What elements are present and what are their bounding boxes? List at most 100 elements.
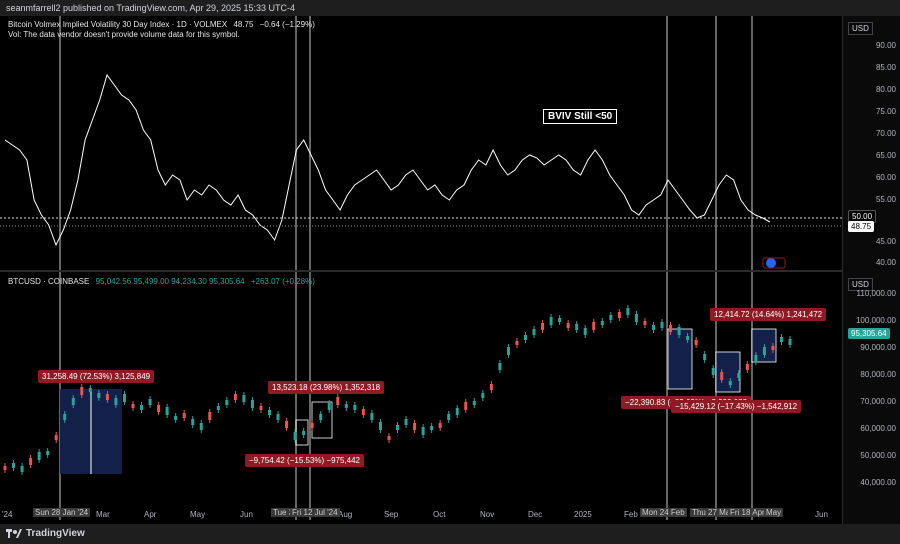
candle-body <box>327 403 331 410</box>
candle-body <box>720 372 724 380</box>
candle-body <box>157 405 161 412</box>
pane-separator[interactable] <box>0 270 842 272</box>
candle-body <box>600 321 604 325</box>
candle-body <box>259 406 263 410</box>
candle-body <box>430 426 434 430</box>
x-tick: Feb <box>624 510 638 519</box>
candle-body <box>319 414 323 420</box>
volmex-change: −0.64 (−1.29%) <box>259 20 315 29</box>
candle-body <box>54 435 58 440</box>
candle-body <box>421 427 425 435</box>
volmex-last: 48.75 <box>233 20 254 29</box>
btc-change: +263.07 (+0.28%) <box>250 277 315 286</box>
candle-body <box>293 432 297 440</box>
candle-body <box>71 398 75 405</box>
candle-body <box>771 346 775 350</box>
y-tick: 70,000.00 <box>860 397 896 406</box>
range-annotation[interactable]: 12,414.72 (14.64%) 1,241,472 <box>710 308 827 321</box>
y-tick: 60,000.00 <box>860 424 896 433</box>
y-tick: 70.00 <box>875 129 896 138</box>
candle-body <box>216 406 220 410</box>
candle-body <box>131 404 135 408</box>
range-annotation[interactable]: 31,258.49 (72.53%) 3,125,849 <box>38 370 155 383</box>
candle-body <box>643 321 647 325</box>
candle-body <box>626 308 630 315</box>
range-annotation[interactable]: −9,754.42 (−15.53%) −975,442 <box>245 454 364 467</box>
bviv-annotation[interactable]: BVIV Still <50 <box>543 109 618 124</box>
volatility-line <box>4 73 771 247</box>
indicator-icon <box>766 258 776 268</box>
published-header: seanmfarrell2 published on TradingView.c… <box>0 0 900 16</box>
candle-body <box>489 384 493 390</box>
candle-body <box>686 336 690 340</box>
bottom-currency-label[interactable]: USD <box>848 278 873 291</box>
candle-body <box>199 423 203 430</box>
candle-body <box>464 402 468 410</box>
y-tick: 85.00 <box>875 63 896 72</box>
candle-body <box>105 394 109 400</box>
candle-body <box>515 341 519 345</box>
candle-body <box>191 419 195 425</box>
y-tick: 80.00 <box>875 85 896 94</box>
candle-body <box>447 414 451 420</box>
y-tick: 65.00 <box>875 151 896 160</box>
candle-body <box>660 322 664 328</box>
x-tick: Dec <box>528 510 543 519</box>
range-annotation[interactable]: 13,523.18 (23.98%) 1,352,318 <box>268 381 385 394</box>
candle-body <box>148 399 152 405</box>
candle-body <box>703 354 707 360</box>
candle-body <box>737 373 741 378</box>
y-tick: 90,000.00 <box>860 343 896 352</box>
indicator-badge <box>762 257 786 269</box>
range-annotation[interactable]: −15,429.12 (−17.43%) −1,542,912 <box>671 400 802 413</box>
y-tick: 40.00 <box>875 258 896 267</box>
btc-last-price: 95,305.64 <box>848 328 890 339</box>
candle-body <box>3 466 7 470</box>
volmex-title: Bitcoin Volmex Implied Volatility 30 Day… <box>8 20 228 29</box>
y-tick: 60.00 <box>875 173 896 182</box>
candle-body <box>276 414 280 420</box>
candle-body <box>575 324 579 330</box>
tradingview-icon <box>6 529 22 538</box>
x-highlight: Fri 12 Jul '24 <box>290 508 340 517</box>
candle-body <box>285 421 289 428</box>
candle-body <box>242 395 246 402</box>
candle-body <box>583 328 587 335</box>
candle-body <box>779 337 783 342</box>
candle-body <box>609 315 613 320</box>
x-tick: Aug <box>338 510 353 519</box>
candle-body <box>669 325 673 332</box>
price-axis[interactable] <box>842 16 900 524</box>
y-tick: 100,000.00 <box>855 316 896 325</box>
y-tick: 55.00 <box>875 195 896 204</box>
candle-body <box>788 339 792 345</box>
candle-body <box>745 364 749 370</box>
candle-body <box>651 325 655 330</box>
candle-body <box>182 413 186 418</box>
candle-body <box>481 393 485 398</box>
candle-body <box>336 397 340 405</box>
x-highlight: Sun 28 Jan '24 <box>33 508 91 517</box>
candle-body <box>396 425 399 430</box>
x-tick: Sep <box>384 510 399 519</box>
candle-body <box>592 322 596 330</box>
candle-body <box>233 394 237 400</box>
candle-body <box>225 400 229 405</box>
candle-body <box>634 314 638 322</box>
candle-body <box>370 413 374 420</box>
candle-body <box>617 312 621 318</box>
top-currency-label[interactable]: USD <box>848 22 873 35</box>
x-tick: Oct <box>433 510 446 519</box>
x-highlight: Fri 18 Apr <box>728 508 767 517</box>
x-tick: Jun <box>815 510 828 519</box>
candle-body <box>97 393 101 398</box>
tradingview-logo[interactable]: TradingView <box>6 524 85 544</box>
candle-body <box>541 323 545 330</box>
candle-body <box>378 422 382 430</box>
candle-body <box>250 400 254 408</box>
candle-body <box>498 363 502 370</box>
candle-body <box>387 436 391 440</box>
candle-body <box>711 368 715 375</box>
x-tick: Jun <box>240 510 253 519</box>
candle-body <box>472 401 476 405</box>
